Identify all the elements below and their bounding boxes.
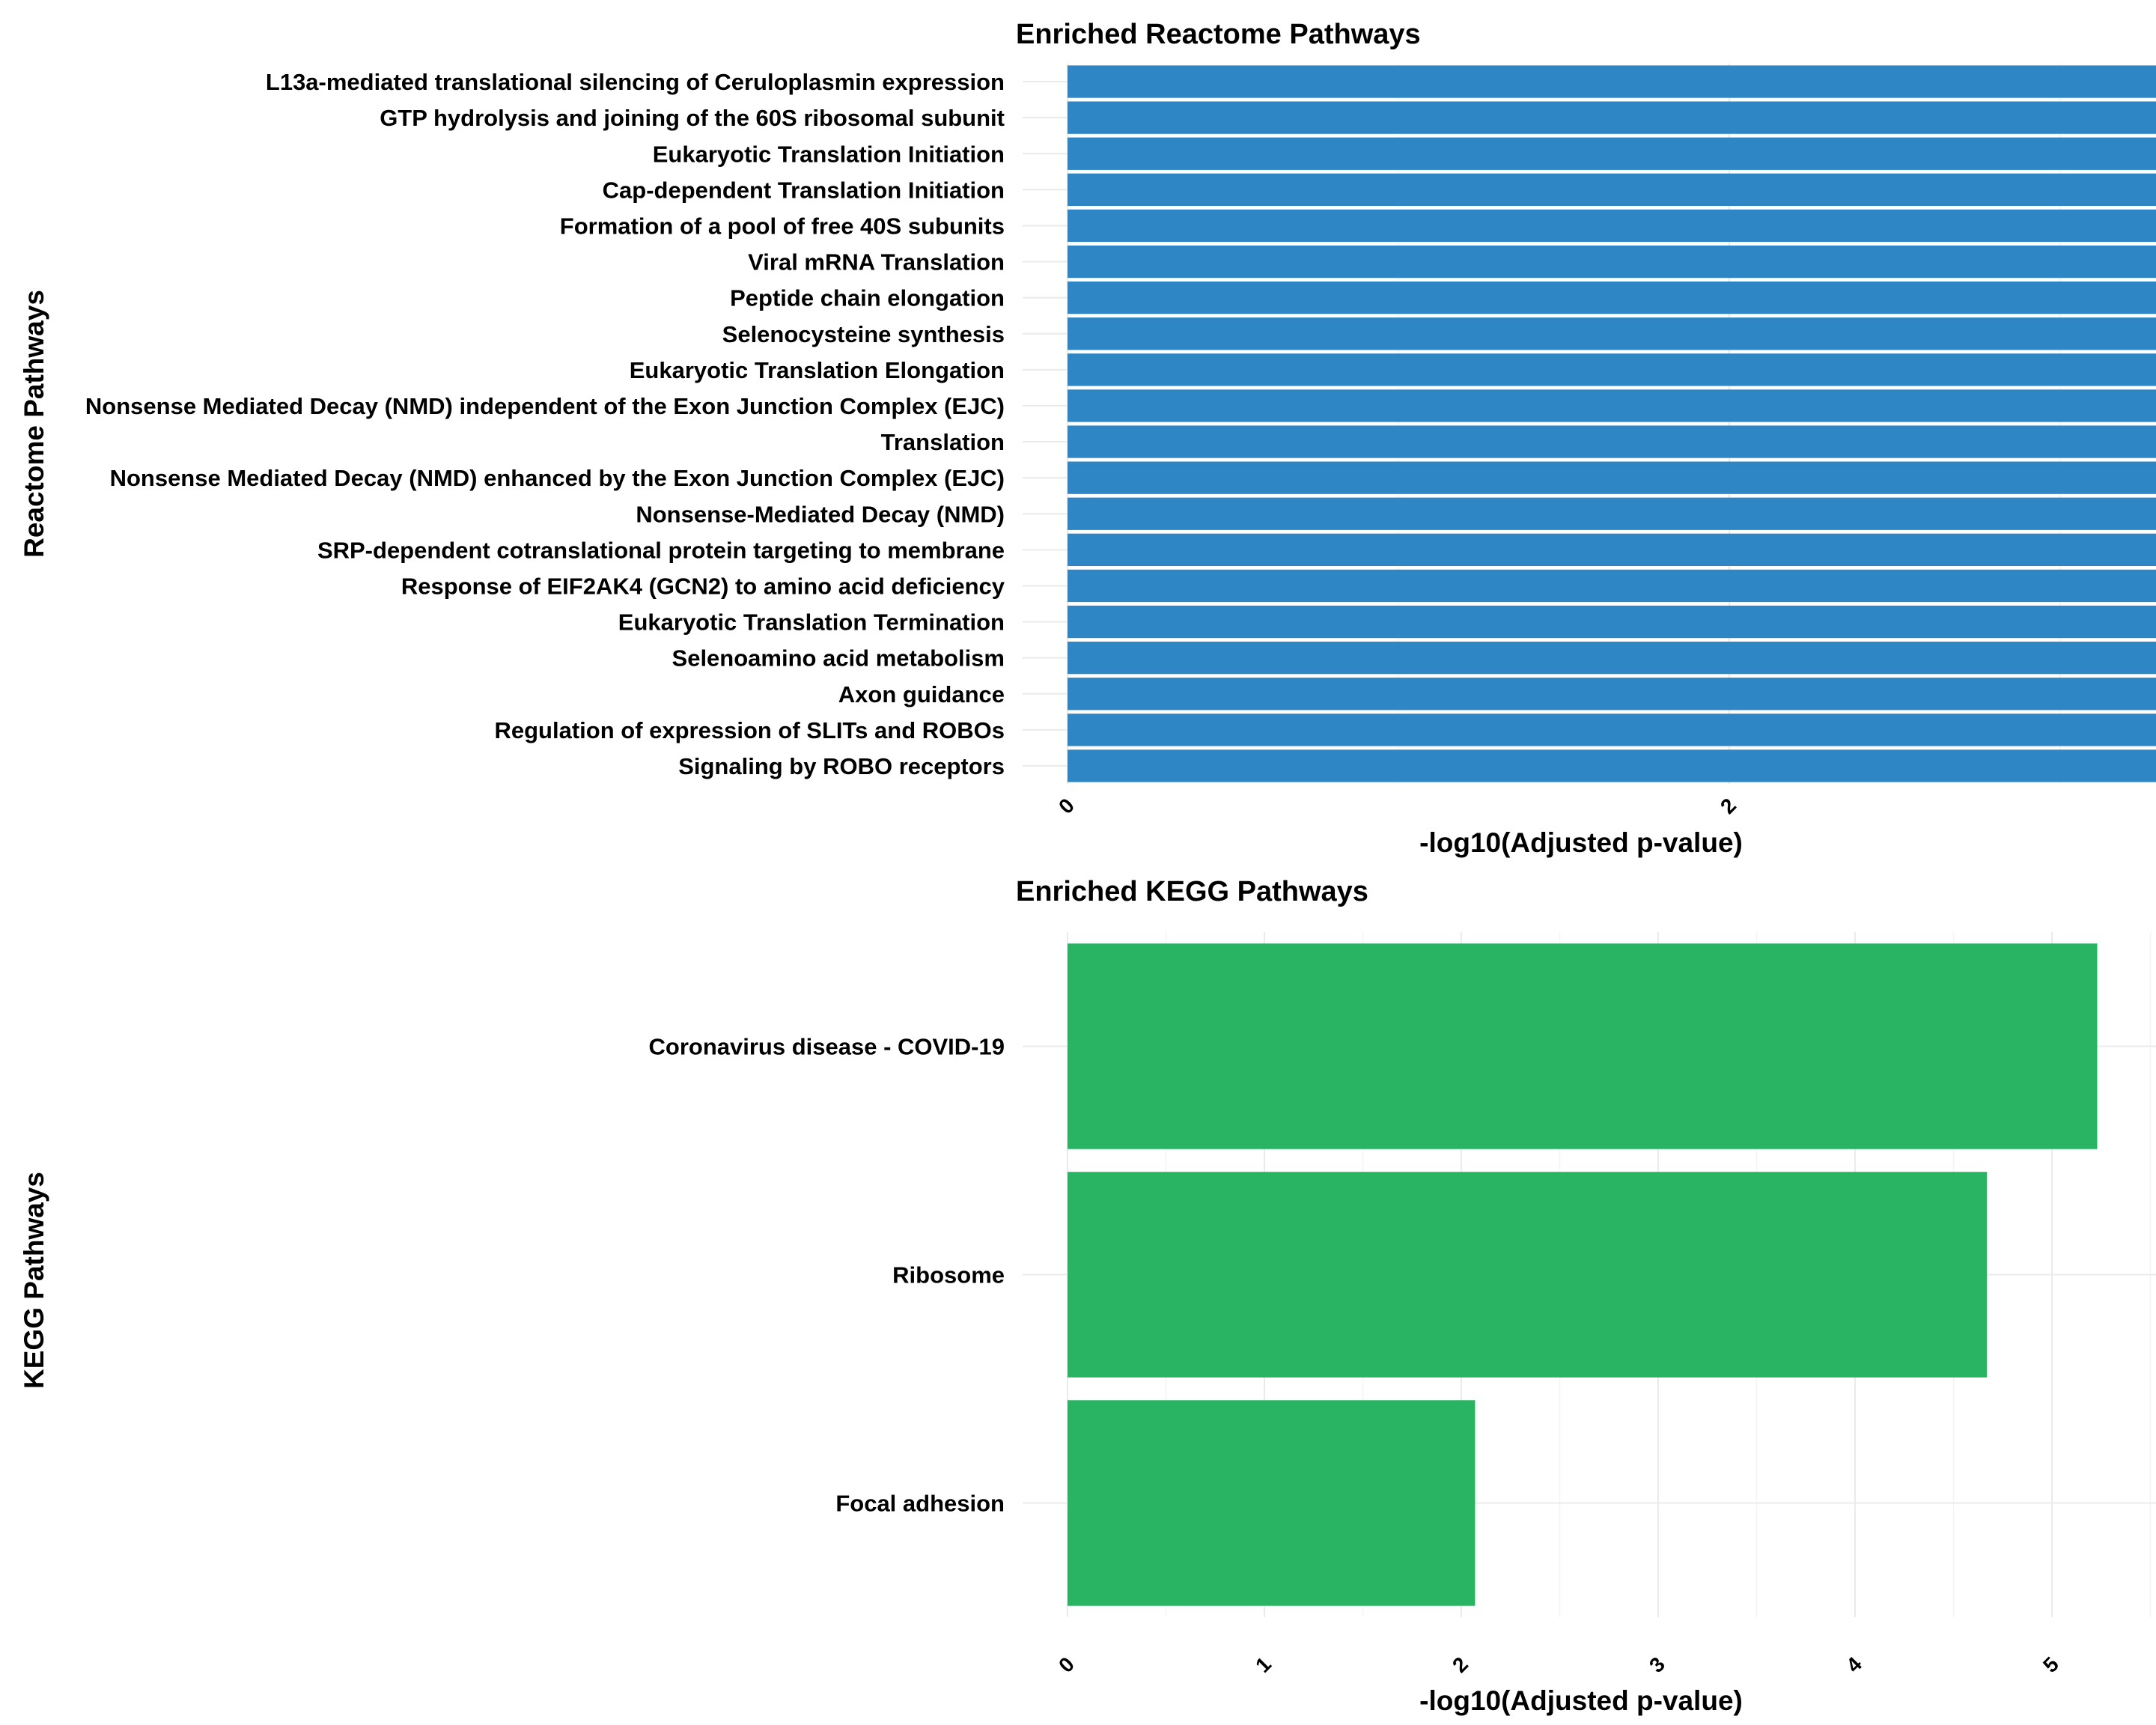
reactome-bar <box>1068 714 2156 746</box>
reactome-bar <box>1068 749 2156 782</box>
reactome-category-label: Selenocysteine synthesis <box>722 321 1005 347</box>
kegg-bar <box>1068 1172 1988 1378</box>
kegg-category-label: Coronavirus disease - COVID-19 <box>649 1034 1005 1060</box>
reactome-bars <box>1068 65 2156 782</box>
reactome-y-axis-title: Reactome Pathways <box>19 290 49 558</box>
reactome-category-label: Response of EIF2AK4 (GCN2) to amino acid… <box>401 573 1005 599</box>
reactome-chart-title: Enriched Reactome Pathways <box>1016 19 1421 50</box>
reactome-category-label: SRP-dependent cotranslational protein ta… <box>317 537 1005 563</box>
kegg-bars <box>1068 943 2098 1606</box>
kegg-x-axis-title: -log10(Adjusted p-value) <box>1419 1685 1743 1716</box>
kegg-category-labels: Coronavirus disease - COVID-19 Ribosome Fo… <box>649 1034 1005 1517</box>
reactome-bar <box>1068 461 2156 494</box>
reactome-bar <box>1068 245 2156 279</box>
reactome-bar <box>1068 209 2156 243</box>
reactome-category-labels: L13a-mediated translational silencing of… <box>85 69 1005 779</box>
reactome-category-label: Nonsense-Mediated Decay (NMD) <box>636 501 1005 527</box>
reactome-category-label: Selenoamino acid metabolism <box>672 645 1005 672</box>
reactome-bar <box>1068 65 2156 98</box>
kegg-bar <box>1068 943 2098 1149</box>
reactome-panel: L13a-mediated translational silencing of… <box>19 19 2156 858</box>
reactome-bar <box>1068 353 2156 386</box>
kegg-category-label: Focal adhesion <box>835 1491 1005 1517</box>
kegg-chart-title: Enriched KEGG Pathways <box>1016 876 1368 907</box>
reactome-category-label: L13a-mediated translational silencing of… <box>266 69 1005 95</box>
reactome-category-label: Translation <box>881 429 1005 455</box>
reactome-bar <box>1068 389 2156 422</box>
reactome-category-label: GTP hydrolysis and joining of the 60S ri… <box>380 105 1005 131</box>
reactome-bar <box>1068 282 2156 314</box>
reactome-bar <box>1068 605 2156 639</box>
reactome-category-label: Viral mRNA Translation <box>748 249 1005 276</box>
reactome-bar <box>1068 533 2156 566</box>
reactome-bar <box>1068 317 2156 350</box>
reactome-category-label: Peptide chain elongation <box>730 285 1005 311</box>
kegg-panel: Coronavirus disease - COVID-19 Ribosome Fo… <box>19 876 2156 1716</box>
reactome-bar <box>1068 173 2156 206</box>
reactome-category-label: Nonsense Mediated Decay (NMD) enhanced b… <box>110 465 1005 491</box>
reactome-bar <box>1068 642 2156 675</box>
reactome-category-label: Signaling by ROBO receptors <box>678 753 1005 779</box>
kegg-y-axis-title: KEGG Pathways <box>19 1172 49 1389</box>
reactome-category-label: Formation of a pool of free 40S subunits <box>560 213 1005 239</box>
reactome-category-label: Axon guidance <box>838 681 1005 708</box>
kegg-category-label: Ribosome <box>892 1262 1005 1289</box>
reactome-x-axis-title: -log10(Adjusted p-value) <box>1419 827 1743 858</box>
reactome-category-label: Cap-dependent Translation Initiation <box>603 177 1005 203</box>
reactome-bar <box>1068 137 2156 170</box>
reactome-category-label: Eukaryotic Translation Initiation <box>653 141 1005 167</box>
reactome-category-label: Eukaryotic Translation Elongation <box>630 357 1005 383</box>
reactome-bar <box>1068 101 2156 134</box>
reactome-bar <box>1068 497 2156 530</box>
kegg-bar <box>1068 1400 1476 1606</box>
reactome-category-label: Nonsense Mediated Decay (NMD) independen… <box>85 393 1005 419</box>
reactome-bar <box>1068 425 2156 458</box>
reactome-bar <box>1068 569 2156 603</box>
reactome-category-label: Eukaryotic Translation Termination <box>618 609 1005 636</box>
reactome-bar <box>1068 678 2156 711</box>
reactome-category-label: Regulation of expression of SLITs and RO… <box>494 717 1005 743</box>
